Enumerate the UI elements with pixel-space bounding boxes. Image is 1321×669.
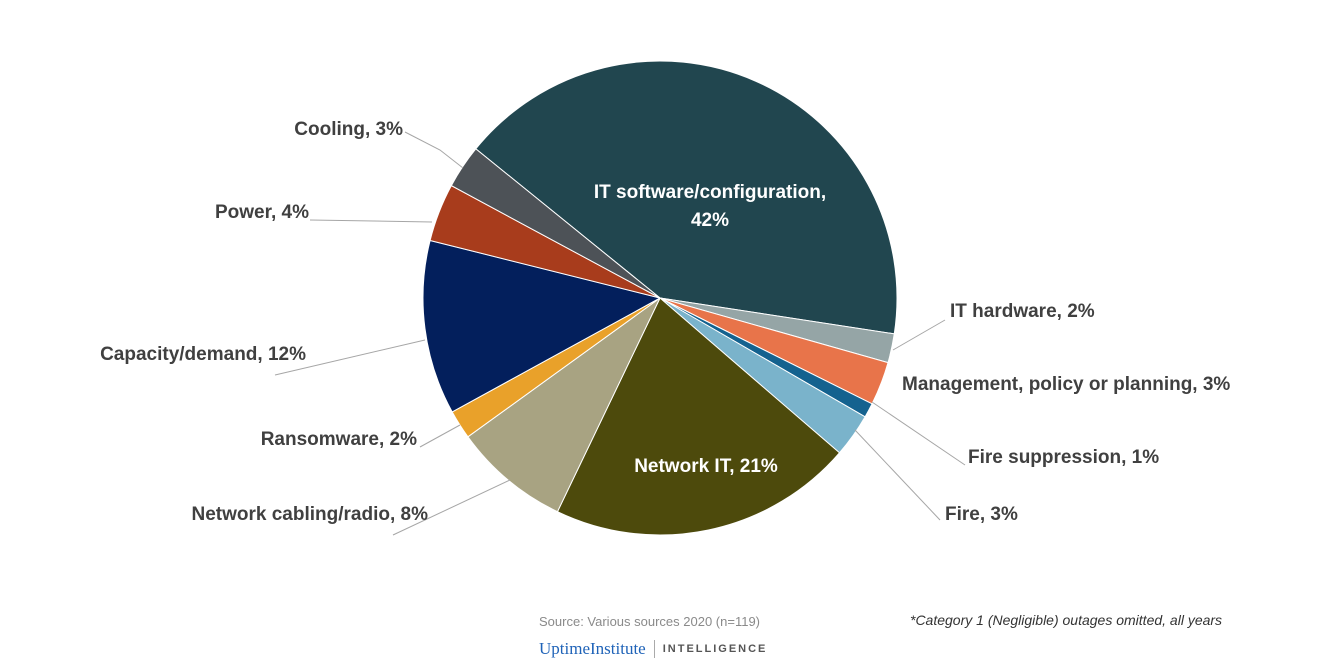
label-it-software-line1: IT software/configuration, (593, 182, 827, 203)
label-capacity: Capacity/demand, 12% (100, 344, 306, 365)
logo-divider (653, 640, 655, 658)
uptime-logo: UptimeInstitute INTELLIGENCE (539, 639, 767, 659)
label-network-cabling: Network cabling/radio, 8% (191, 504, 429, 525)
label-cooling: Cooling, 3% (294, 119, 403, 140)
label-ransomware: Ransomware, 2% (260, 429, 417, 450)
label-fire-suppression: Fire suppression, 1% (968, 447, 1160, 468)
leader-line (854, 429, 941, 521)
leader-line (274, 339, 426, 376)
slice-cooling (450, 148, 661, 299)
logo-division: INTELLIGENCE (662, 643, 768, 655)
source-text: Source: Various sources 2020 (n=119) (539, 614, 761, 629)
label-it-software-line2: 42% (690, 210, 730, 231)
leader-line (309, 219, 433, 223)
leader-line (892, 319, 946, 351)
label-power: Power, 4% (215, 202, 309, 223)
slice-network-it (556, 297, 841, 536)
slice-network-cabling-radio (467, 297, 661, 513)
logo-brand: UptimeInstitute (539, 639, 646, 658)
footnote: *Category 1 (Negligible) outages omitted… (910, 612, 1223, 628)
label-it-hardware: IT hardware, 2% (950, 301, 1095, 322)
slice-it-software-configuration (475, 60, 898, 335)
leader-line (392, 479, 511, 536)
label-management: Management, policy or planning, 3% (902, 374, 1231, 395)
leader-line (871, 401, 966, 466)
label-fire: Fire, 3% (945, 504, 1018, 525)
leader-line (404, 131, 464, 169)
label-it-software: IT software/configuration, 42% (594, 179, 826, 235)
label-network-it: Network IT, 21% (634, 456, 778, 477)
leader-line (419, 424, 461, 448)
